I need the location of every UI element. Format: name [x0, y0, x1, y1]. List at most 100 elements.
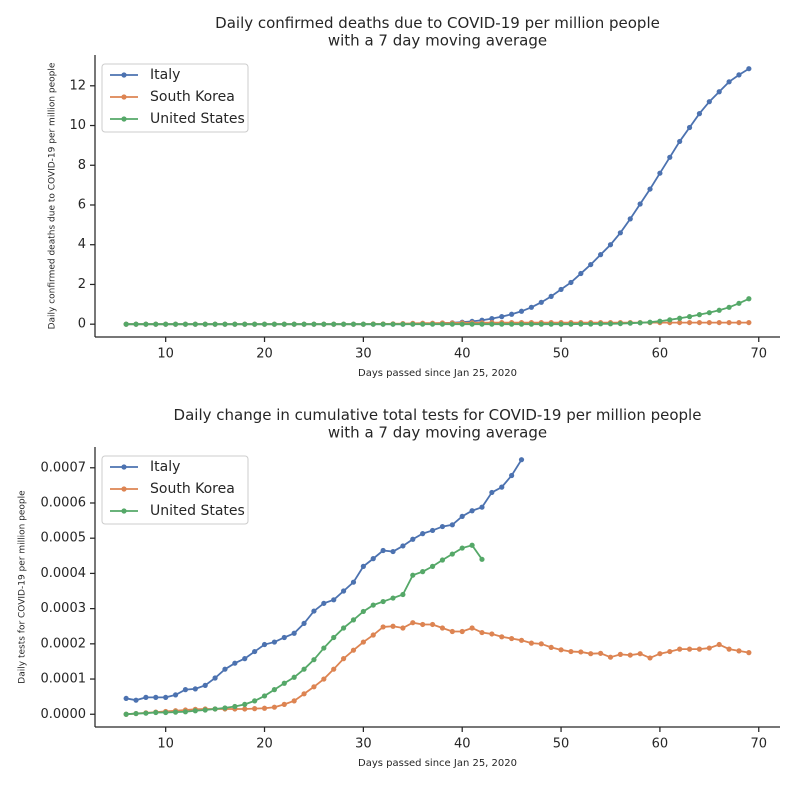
data-point: [686, 124, 693, 131]
data-point: [311, 657, 317, 663]
data-point: [143, 321, 149, 327]
data-point: [489, 321, 495, 327]
data-point: [370, 602, 376, 608]
data-point: [202, 321, 208, 327]
data-point: [400, 543, 406, 549]
data-point: [400, 321, 406, 327]
data-point: [212, 675, 218, 681]
y-tick-label: 6: [78, 197, 86, 212]
data-point: [686, 319, 693, 326]
data-point: [548, 321, 554, 327]
y-tick-label: 0.0004: [41, 566, 87, 581]
data-point: [410, 572, 416, 578]
data-point: [410, 620, 416, 626]
data-point: [469, 542, 475, 548]
data-point: [479, 504, 485, 510]
data-point: [281, 680, 287, 686]
data-point: [538, 641, 544, 647]
data-point: [617, 651, 623, 657]
data-point: [637, 651, 643, 657]
data-point: [123, 321, 129, 327]
data-point: [459, 628, 465, 635]
data-point: [261, 705, 268, 711]
data-point: [637, 320, 643, 326]
data-point: [143, 710, 149, 716]
data-point: [726, 646, 732, 652]
data-point: [420, 621, 426, 628]
data-point: [449, 551, 455, 557]
data-point: [588, 651, 594, 657]
data-point: [548, 293, 554, 299]
data-point: [429, 527, 436, 534]
y-tick-label: 0.0005: [41, 531, 87, 546]
data-point: [172, 709, 179, 715]
data-point: [686, 314, 693, 320]
y-tick-label: 0.0000: [41, 707, 87, 722]
data-point: [331, 666, 337, 672]
y-tick-label: 0.0007: [41, 460, 87, 475]
data-point: [321, 676, 327, 682]
y-tick-label: 12: [69, 78, 86, 93]
data-point: [499, 314, 505, 320]
data-point: [716, 89, 722, 95]
data-point: [667, 317, 673, 323]
data-point: [677, 315, 683, 321]
data-point: [182, 321, 189, 327]
data-point: [340, 321, 347, 327]
data-point: [706, 310, 712, 316]
y-axis-label: Daily confirmed deaths due to COVID-19 p…: [48, 62, 58, 329]
data-point: [370, 632, 376, 638]
data-point: [340, 588, 347, 594]
data-point: [331, 597, 337, 603]
data-point: [192, 686, 198, 692]
data-point: [321, 645, 327, 651]
data-point: [479, 556, 485, 562]
series-line: [126, 297, 750, 326]
data-point: [252, 698, 258, 704]
data-point: [489, 316, 495, 322]
data-point: [242, 321, 248, 327]
data-point: [439, 557, 446, 563]
data-point: [469, 321, 475, 327]
data-point: [192, 708, 198, 714]
data-point: [172, 321, 179, 327]
x-tick-label: 50: [553, 737, 570, 752]
data-point: [350, 617, 357, 623]
data-point: [627, 320, 633, 326]
data-point: [340, 625, 347, 631]
data-point: [716, 319, 722, 326]
data-point: [696, 312, 703, 318]
data-point: [390, 623, 396, 629]
x-tick-label: 70: [750, 347, 767, 362]
y-tick-label: 0.0002: [41, 636, 87, 651]
x-tick-label: 40: [454, 347, 471, 362]
data-point: [696, 646, 703, 652]
data-point: [291, 674, 297, 680]
data-point: [578, 270, 584, 277]
legend-box: [101, 63, 249, 133]
data-point: [538, 299, 544, 305]
data-point: [509, 321, 515, 327]
data-point: [242, 706, 248, 712]
data-point: [390, 321, 396, 327]
data-point: [499, 484, 505, 490]
data-point: [163, 321, 169, 327]
data-point: [736, 72, 742, 78]
data-point: [578, 649, 584, 655]
data-point: [153, 709, 159, 716]
data-point: [380, 624, 386, 630]
data-point: [261, 321, 268, 327]
data-point: [242, 656, 248, 662]
data-point: [706, 99, 712, 105]
data-point: [696, 319, 703, 326]
legend-label: South Korea: [150, 481, 235, 497]
data-point: [360, 563, 366, 569]
data-point: [439, 625, 446, 631]
x-tick-label: 30: [355, 347, 372, 362]
series-line: [126, 544, 483, 716]
data-point: [340, 656, 347, 662]
data-point: [331, 634, 337, 641]
x-tick-label: 60: [652, 347, 669, 362]
data-point: [439, 321, 446, 327]
